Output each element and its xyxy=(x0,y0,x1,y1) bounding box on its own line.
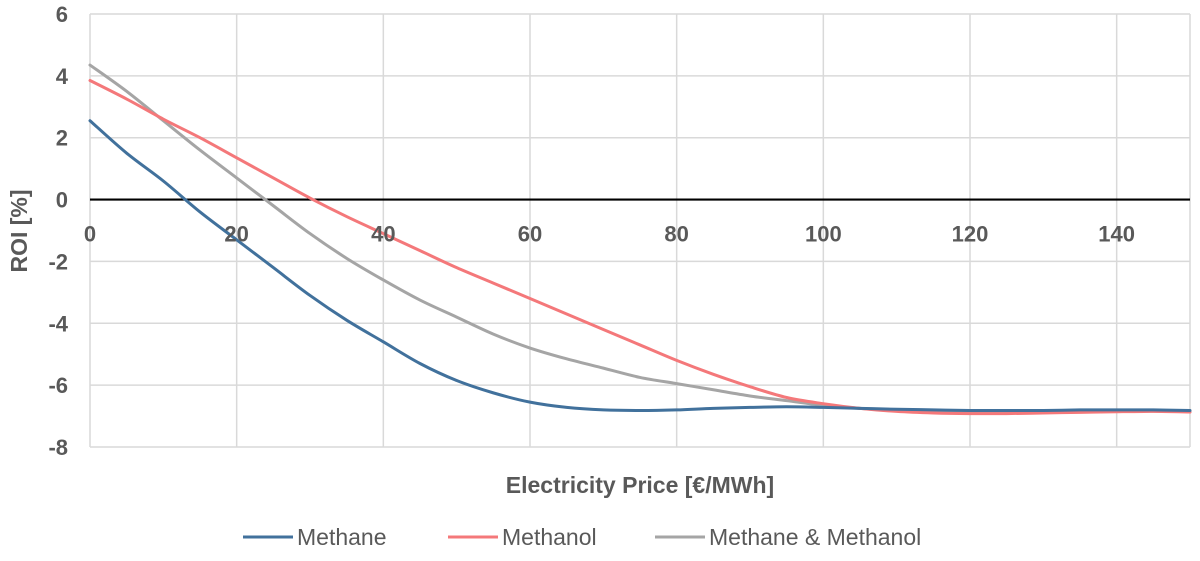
x-tick-label: 60 xyxy=(518,222,542,247)
legend: Methane Methanol Methane & Methanol xyxy=(243,524,921,550)
x-tick-label: 20 xyxy=(224,222,248,247)
legend-label-methane: Methane xyxy=(297,524,387,550)
x-tick-label: 100 xyxy=(805,222,842,247)
grid xyxy=(89,13,1191,448)
series-lines xyxy=(88,63,1192,416)
y-tick-label: -2 xyxy=(48,249,68,274)
y-axis-title: ROI [%] xyxy=(6,189,32,272)
legend-label-methane-methanol: Methane & Methanol xyxy=(709,524,921,550)
series-line-methane-methanol xyxy=(88,63,1192,414)
x-tick-label: 40 xyxy=(371,222,395,247)
y-tick-label: 6 xyxy=(56,2,68,27)
x-axis-title: Electricity Price [€/MWh] xyxy=(506,472,774,498)
series-line-methane xyxy=(88,119,1192,413)
y-tick-label: -4 xyxy=(48,311,68,336)
y-tick-label: -8 xyxy=(48,435,68,460)
y-tick-label: -6 xyxy=(48,373,68,398)
series-line-methanol xyxy=(88,78,1192,416)
x-tick-label: 0 xyxy=(84,222,96,247)
y-tick-label: 4 xyxy=(56,64,69,89)
y-tick-label: 0 xyxy=(56,188,68,213)
y-tick-label: 2 xyxy=(56,126,68,151)
legend-label-methanol: Methanol xyxy=(502,524,597,550)
x-tick-label: 120 xyxy=(952,222,989,247)
x-tick-label: 140 xyxy=(1098,222,1135,247)
x-tick-label: 80 xyxy=(664,222,688,247)
